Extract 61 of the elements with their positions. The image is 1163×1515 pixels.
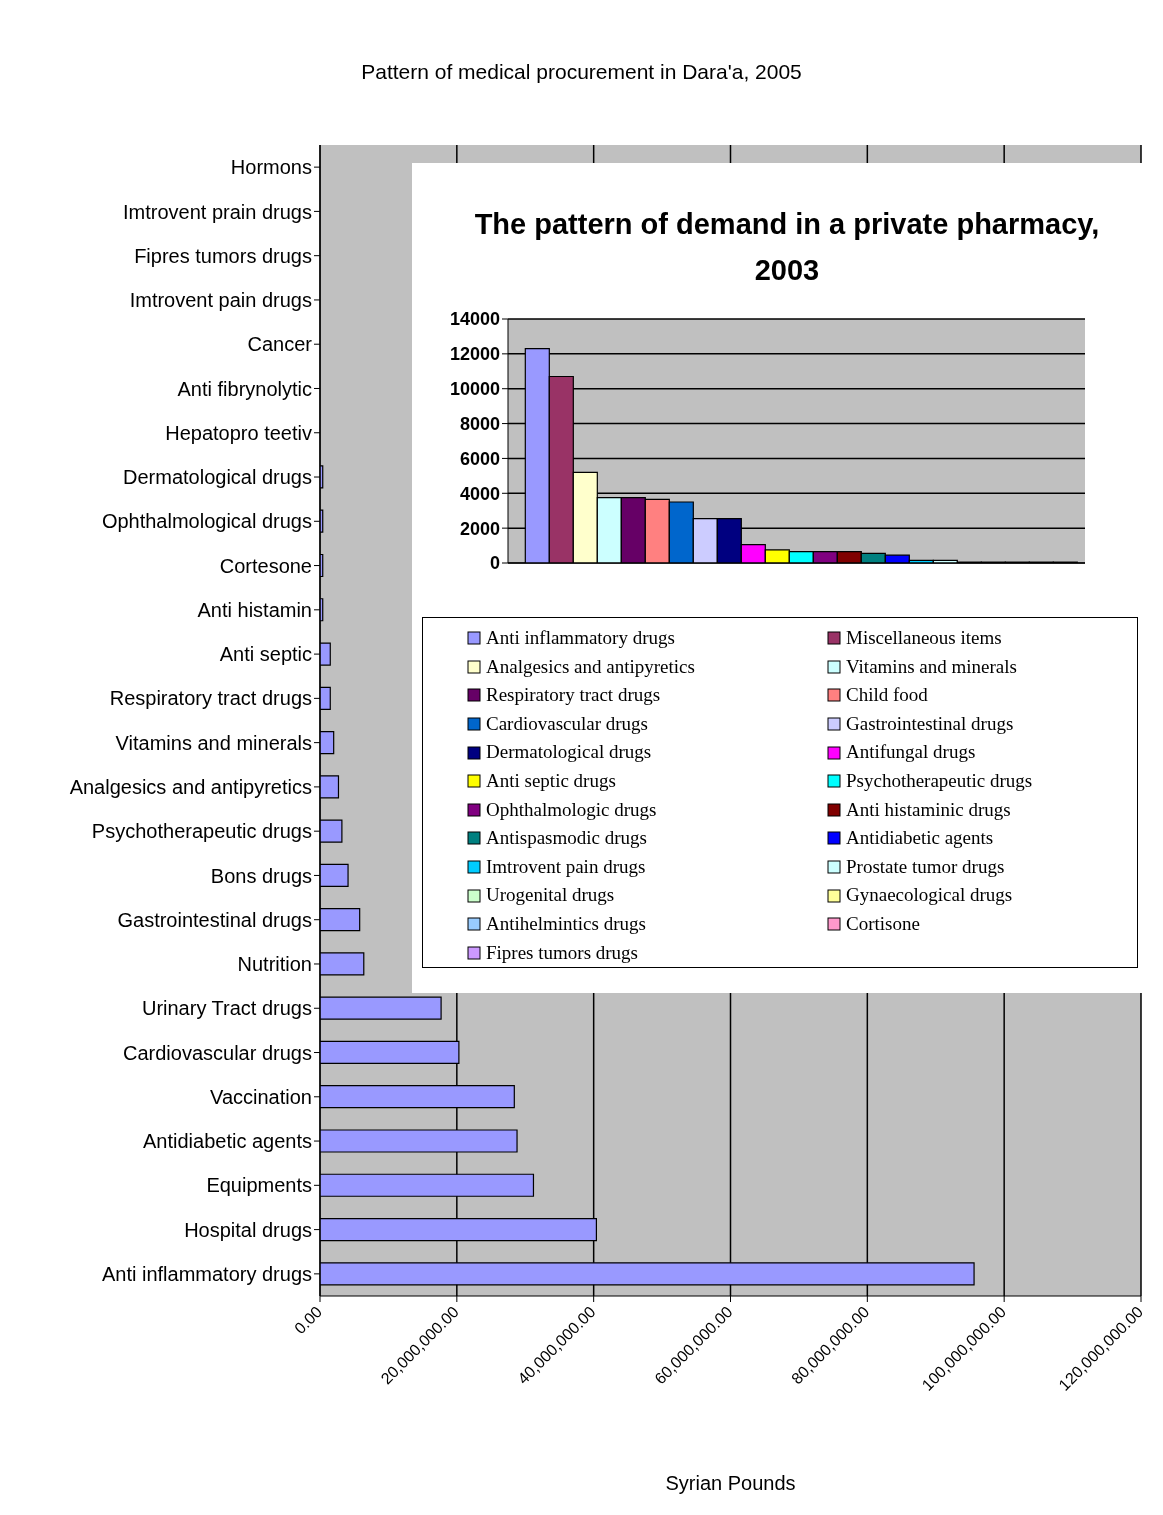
legend-label: Imtrovent pain drugs bbox=[486, 854, 646, 879]
legend-label: Psychotherapeutic drugs bbox=[846, 768, 1033, 793]
y-tick-label: Imtrovent prain drugs bbox=[123, 200, 312, 223]
chart-title: Pattern of medical procurement in Dara'a, 2005 bbox=[360, 60, 803, 84]
legend-label: Anti septic drugs bbox=[486, 768, 616, 793]
legend-label: Vitamins and minerals bbox=[846, 654, 1017, 679]
y-tick-label: Cortesone bbox=[219, 554, 312, 577]
y-tick-label: Ophthalmological drugs bbox=[101, 510, 312, 533]
legend-label: Cardiovascular drugs bbox=[486, 711, 648, 736]
y-tick-label: Psychotherapeutic drugs bbox=[91, 820, 312, 843]
legend-label: Analgesics and antipyretics bbox=[486, 654, 695, 679]
y-tick-label: 6000 bbox=[459, 448, 500, 469]
legend-label: Cortisone bbox=[846, 911, 920, 936]
y-tick-label: Urinary Tract drugs bbox=[141, 997, 312, 1020]
y-tick-label: Anti septic bbox=[219, 643, 312, 666]
y-tick-label: Vaccination bbox=[210, 1085, 312, 1108]
legend-label: Antidiabetic agents bbox=[846, 826, 994, 851]
y-tick-label: Imtrovent pain drugs bbox=[129, 289, 312, 312]
y-tick-label: Analgesics and antipyretics bbox=[69, 776, 312, 798]
y-tick-label: Respiratory tract drugs bbox=[109, 687, 312, 710]
x-tick-label: 0.00 bbox=[291, 1303, 326, 1338]
y-tick-label: Fipres tumors drugs bbox=[134, 244, 312, 267]
y-tick-label: Cancer bbox=[247, 333, 313, 356]
legend-label: Anti inflammatory drugs bbox=[486, 626, 675, 650]
legend-label: Antihelmintics drugs bbox=[486, 911, 646, 936]
y-tick-label: Dermatological drugs bbox=[123, 466, 312, 489]
legend-label: Gynaecological drugs bbox=[846, 883, 1013, 908]
legend-label: Urogenital drugs bbox=[486, 883, 615, 908]
y-tick-label: 10000 bbox=[449, 379, 500, 400]
x-axis-title: Syrian Pounds bbox=[665, 1472, 796, 1494]
legend-label: Prostate tumor drugs bbox=[846, 854, 1005, 879]
y-tick-label: Hormons bbox=[230, 156, 312, 179]
legend-label: Respiratory tract drugs bbox=[486, 683, 661, 708]
legend-label: Dermatological drugs bbox=[486, 740, 652, 765]
y-tick-label: Nutrition bbox=[237, 953, 312, 976]
y-tick-label: Antidiabetic agents bbox=[142, 1130, 312, 1153]
legend-label: Antispasmodic drugs bbox=[486, 826, 647, 851]
legend-label: Gastrointestinal drugs bbox=[846, 711, 1014, 736]
legend-label: Anti histaminic drugs bbox=[846, 797, 1011, 822]
y-tick-label: 2000 bbox=[459, 518, 500, 539]
y-tick-label: Equipments bbox=[206, 1174, 312, 1197]
y-tick-label: Gastrointestinal drugs bbox=[117, 908, 312, 931]
y-tick-label: Anti inflammatory drugs bbox=[101, 1262, 312, 1285]
y-tick-label: 4000 bbox=[459, 483, 500, 504]
legend-label: Antifungal drugs bbox=[846, 740, 976, 765]
legend-label: Miscellaneous items bbox=[846, 626, 1002, 650]
y-tick-label: 12000 bbox=[449, 344, 500, 365]
legend-label: Child food bbox=[846, 683, 928, 708]
y-tick-label: 8000 bbox=[459, 413, 500, 434]
y-tick-label: 14000 bbox=[449, 309, 500, 330]
y-tick-label: Cardiovascular drugs bbox=[123, 1041, 312, 1064]
legend-label: Ophthalmologic drugs bbox=[486, 797, 657, 822]
y-tick-label: Anti fibrynolytic bbox=[177, 377, 312, 400]
y-tick-label: Anti histamin bbox=[197, 598, 312, 621]
chart-title: The pattern of demand in a private pharmacy, 2003 bbox=[473, 207, 1101, 288]
y-tick-label: 0 bbox=[489, 553, 500, 574]
y-tick-label: Hepatopro teetiv bbox=[165, 421, 312, 444]
y-tick-label: Bons drugs bbox=[210, 864, 312, 887]
legend-label: Fipres tumors drugs bbox=[486, 940, 638, 965]
y-tick-label: Hospital drugs bbox=[184, 1218, 312, 1241]
y-tick-label: Vitamins and minerals bbox=[115, 731, 312, 754]
